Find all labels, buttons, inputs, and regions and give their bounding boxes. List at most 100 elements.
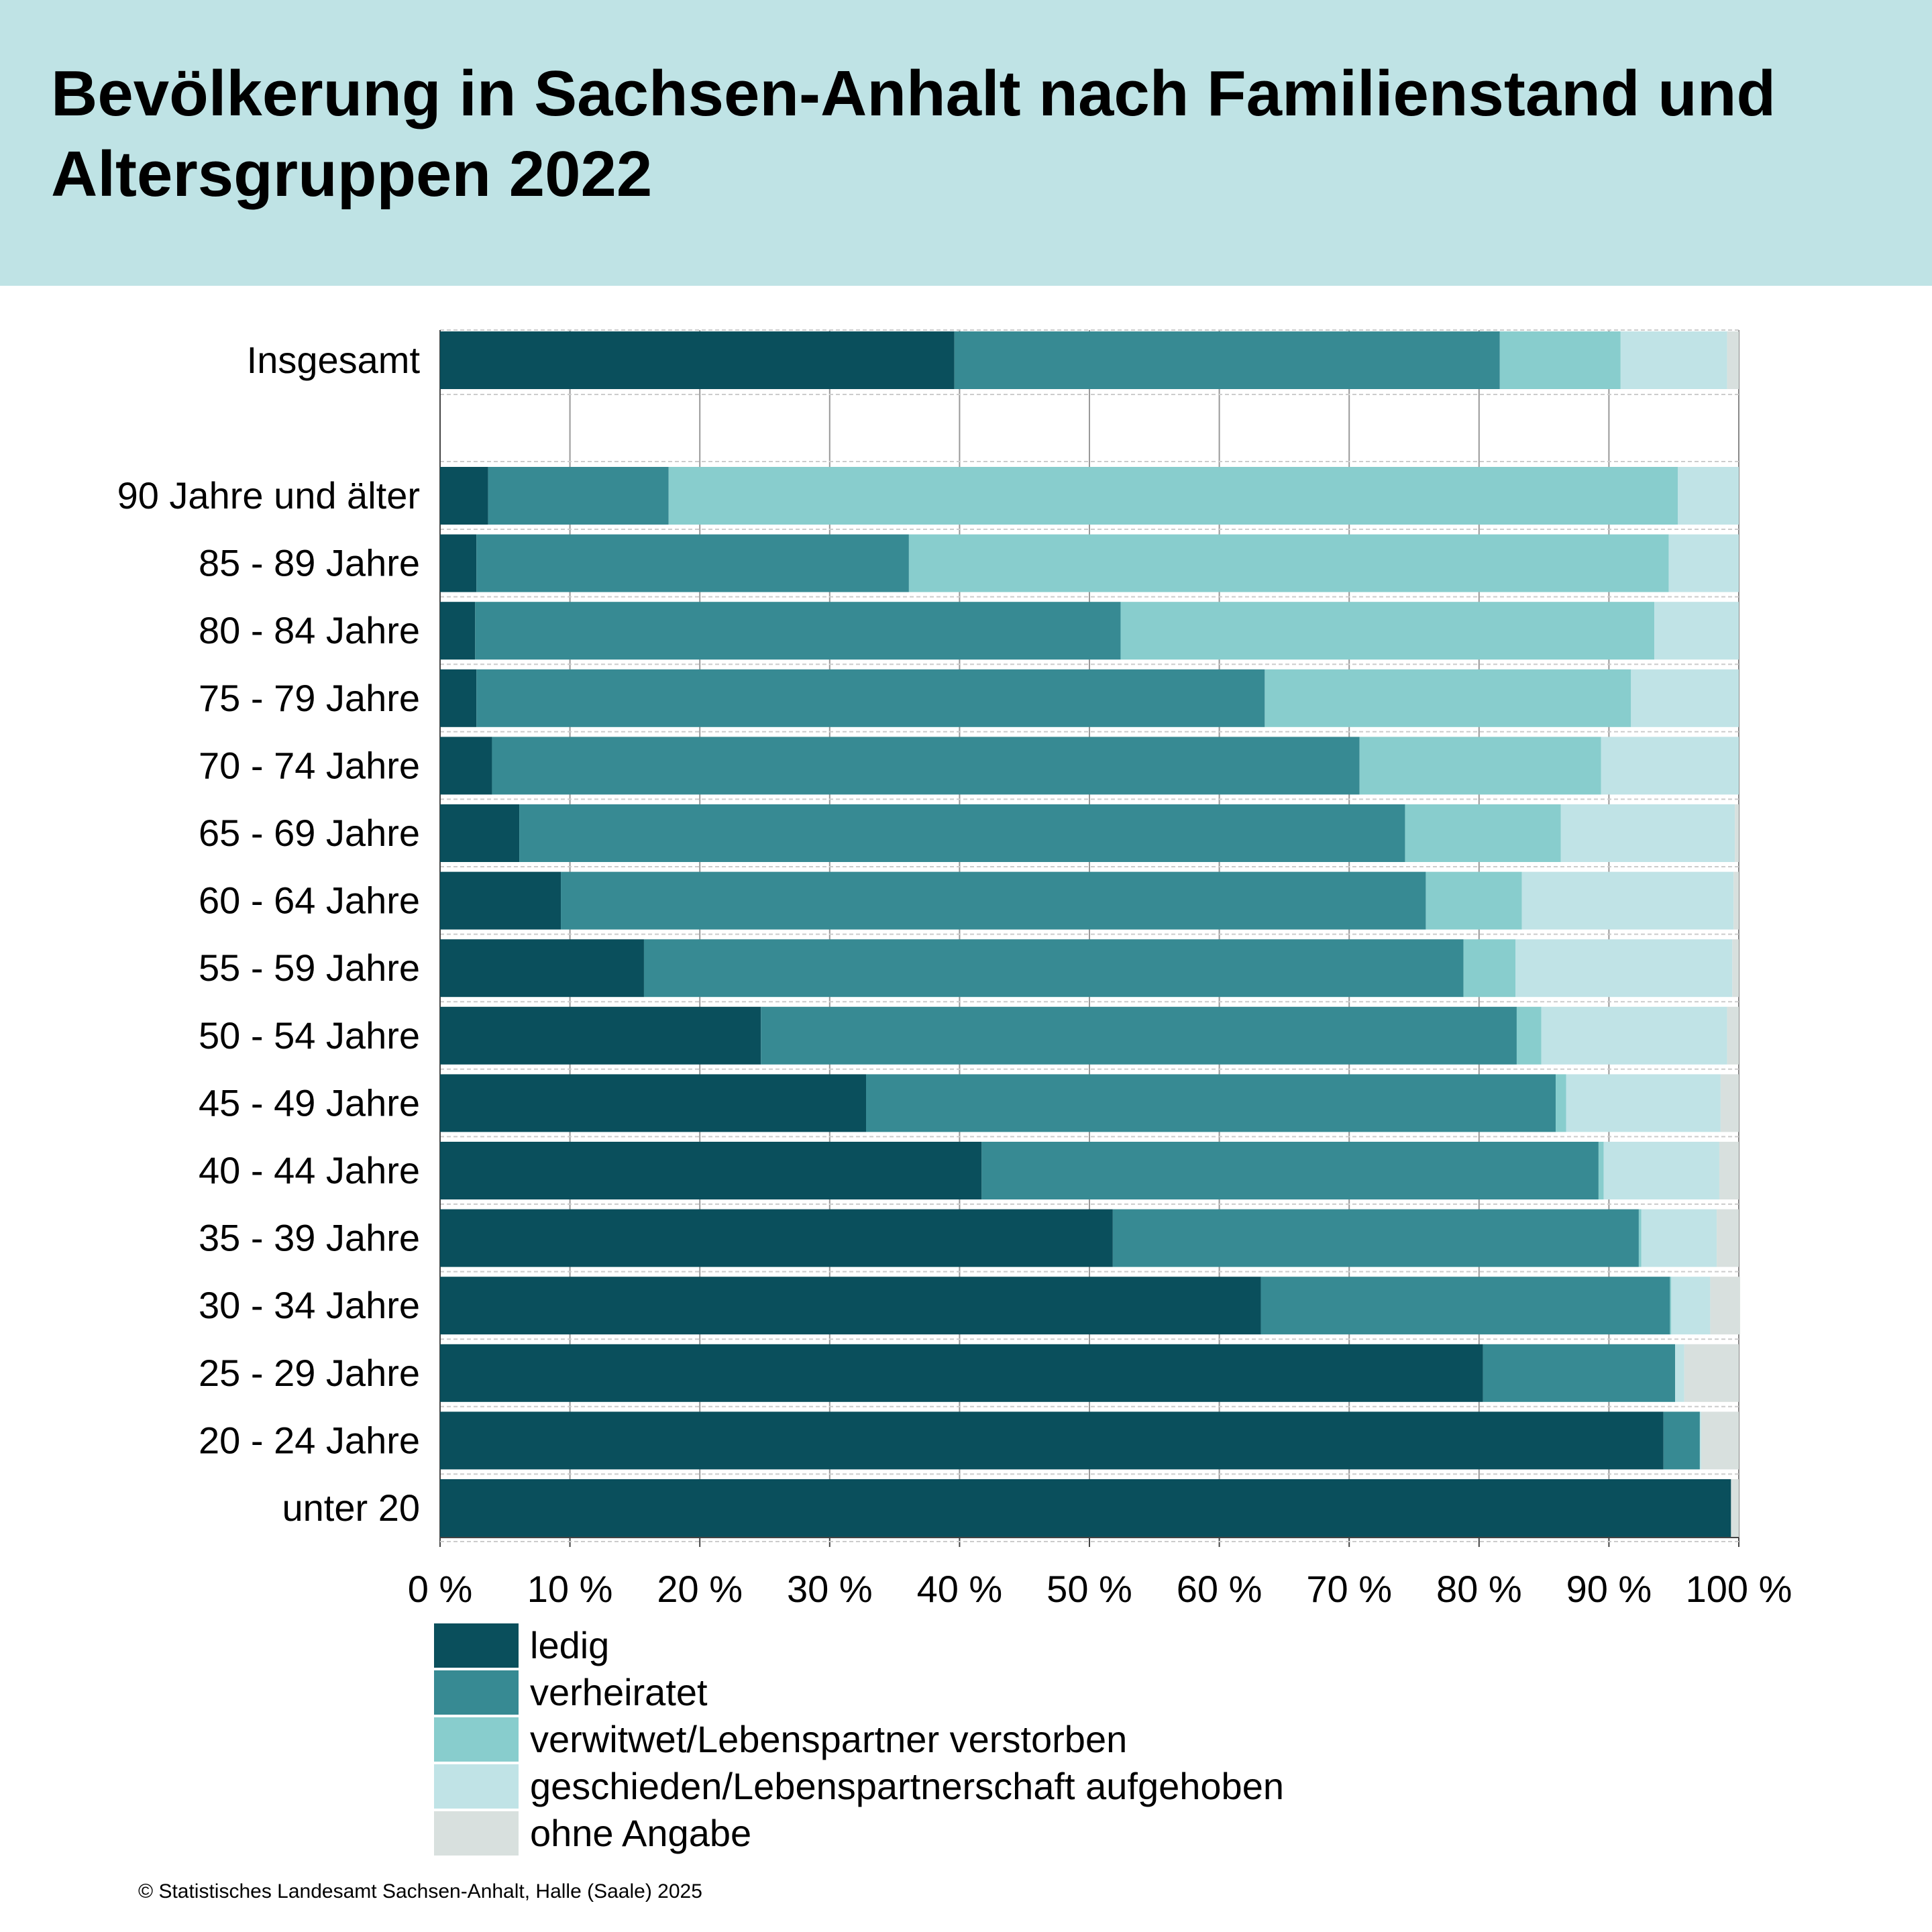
bar-segment-ohne-angabe xyxy=(1733,871,1739,930)
copyright-footer: © Statistisches Landesamt Sachsen-Anhalt… xyxy=(138,1880,702,1902)
bar-segment-geschieden xyxy=(1631,669,1739,727)
bar-segment-geschieden xyxy=(1678,467,1739,525)
bar-segment-verheiratet xyxy=(1260,1277,1670,1335)
bar-segment-verheiratet xyxy=(476,669,1265,727)
x-tick-label: 100 % xyxy=(1686,1568,1792,1610)
bar-segment-ledig xyxy=(440,1006,761,1065)
legend-label: verwitwet/Lebenspartner verstorben xyxy=(530,1718,1127,1760)
x-tick-label: 20 % xyxy=(657,1568,743,1610)
header-banner: Bevölkerung in Sachsen-Anhalt nach Famil… xyxy=(0,0,1932,286)
x-tick-label: 0 % xyxy=(408,1568,473,1610)
category-label: 60 - 64 Jahre xyxy=(199,879,420,922)
bar-segment-geschieden xyxy=(1675,1344,1684,1402)
bar-segment-verheiratet xyxy=(1483,1344,1676,1402)
bar-segment-geschieden xyxy=(1566,1074,1721,1132)
category-label: unter 20 xyxy=(282,1487,421,1529)
x-tick-label: 30 % xyxy=(787,1568,873,1610)
bar-segment-ledig xyxy=(440,331,955,389)
bar-segment-geschieden xyxy=(1699,1411,1701,1470)
bar-segment-verheiratet xyxy=(476,534,909,592)
bar-segment-ledig xyxy=(440,534,477,592)
bar-segment-verheiratet xyxy=(643,939,1464,998)
category-label: 40 - 44 Jahre xyxy=(199,1149,420,1191)
chart-title: Bevölkerung in Sachsen-Anhalt nach Famil… xyxy=(51,58,1776,210)
category-label: 90 Jahre und älter xyxy=(117,474,420,517)
bar-segment-ohne-angabe xyxy=(1701,1411,1739,1470)
bar-segment-ledig xyxy=(440,1074,867,1132)
category-label: 75 - 79 Jahre xyxy=(199,677,420,719)
x-tick-label: 60 % xyxy=(1177,1568,1263,1610)
legend-swatch xyxy=(434,1811,519,1856)
x-tick-label: 50 % xyxy=(1046,1568,1132,1610)
bar-segment-verheiratet xyxy=(519,804,1405,862)
category-label: 80 - 84 Jahre xyxy=(199,609,420,651)
legend-swatch xyxy=(434,1764,519,1809)
bar-segment-verheiratet xyxy=(866,1074,1556,1132)
bar-segment-ledig xyxy=(440,871,561,930)
bar-segment-verheiratet xyxy=(954,331,1500,389)
bar-segment-verwitwet xyxy=(1359,737,1601,795)
category-label: Insgesamt xyxy=(247,339,421,381)
bar-segment-ledig xyxy=(440,804,520,862)
category-label: 55 - 59 Jahre xyxy=(199,947,420,989)
x-tick-label: 40 % xyxy=(917,1568,1003,1610)
bar-segment-verwitwet xyxy=(1265,669,1631,727)
legend-label: ohne Angabe xyxy=(530,1812,751,1854)
bar-segment-verwitwet xyxy=(1638,1209,1642,1267)
category-label: 85 - 89 Jahre xyxy=(199,542,420,584)
bar-segment-ledig xyxy=(440,1344,1483,1402)
bar-segment-ledig xyxy=(440,602,476,660)
x-tick-label: 90 % xyxy=(1566,1568,1652,1610)
bar-segment-verwitwet xyxy=(1516,1006,1542,1065)
bar-segment-ohne-angabe xyxy=(1717,1209,1739,1267)
bar-segment-verheiratet xyxy=(492,737,1360,795)
bar-segment-ohne-angabe xyxy=(1727,331,1739,389)
bar-segment-geschieden xyxy=(1641,1209,1717,1267)
x-tick-label: 10 % xyxy=(527,1568,613,1610)
bar-segment-verheiratet xyxy=(761,1006,1517,1065)
bar-segment-geschieden xyxy=(1671,1277,1711,1335)
legend-swatch xyxy=(434,1623,519,1668)
bar-segment-geschieden xyxy=(1541,1006,1727,1065)
bar-segment-ohne-angabe xyxy=(1684,1344,1739,1402)
bar-segment-verwitwet xyxy=(1556,1074,1566,1132)
x-tick-label: 80 % xyxy=(1436,1568,1522,1610)
legend-label: ledig xyxy=(530,1624,609,1666)
bar-segment-verheiratet xyxy=(561,871,1426,930)
bar-segment-verwitwet xyxy=(668,467,1678,525)
category-label: 45 - 49 Jahre xyxy=(199,1081,420,1124)
bar-segment-verwitwet xyxy=(908,534,1669,592)
bar-segment-ohne-angabe xyxy=(1727,1006,1739,1065)
bar-segment-geschieden xyxy=(1654,602,1739,660)
bar-segment-ledig xyxy=(440,669,477,727)
bar-segment-ohne-angabe xyxy=(1720,1074,1739,1132)
bar-segment-ledig xyxy=(440,737,492,795)
bar-segment-ledig xyxy=(440,1479,1731,1537)
bar-segment-verheiratet xyxy=(1663,1411,1700,1470)
bar-segment-geschieden xyxy=(1560,804,1735,862)
category-label: 70 - 74 Jahre xyxy=(199,744,420,786)
bar-segment-ledig xyxy=(440,467,488,525)
bar-segment-verwitwet xyxy=(1120,602,1655,660)
legend-label: geschieden/Lebenspartnerschaft aufgehobe… xyxy=(530,1765,1284,1807)
bar-segment-ohne-angabe xyxy=(1732,939,1739,998)
category-label: 20 - 24 Jahre xyxy=(199,1419,420,1461)
bar-segment-verheiratet xyxy=(475,602,1121,660)
bar-segment-geschieden xyxy=(1521,871,1734,930)
bar-segment-ledig xyxy=(440,939,644,998)
legend-label: verheiratet xyxy=(530,1671,708,1713)
bar-segment-geschieden xyxy=(1620,331,1727,389)
legend-swatch xyxy=(434,1670,519,1715)
legend-swatch xyxy=(434,1717,519,1762)
bar-segment-ohne-angabe xyxy=(1719,1142,1739,1199)
bar-segment-verheiratet xyxy=(1112,1209,1639,1267)
category-label: 50 - 54 Jahre xyxy=(199,1014,420,1057)
category-label: 25 - 29 Jahre xyxy=(199,1352,420,1394)
category-label: 65 - 69 Jahre xyxy=(199,812,420,854)
bar-segment-verwitwet xyxy=(1499,331,1621,389)
bar-segment-verwitwet xyxy=(1405,804,1561,862)
bar-segment-ohne-angabe xyxy=(1735,804,1739,862)
bar-segment-verwitwet xyxy=(1598,1142,1604,1199)
bar-segment-geschieden xyxy=(1515,939,1733,998)
